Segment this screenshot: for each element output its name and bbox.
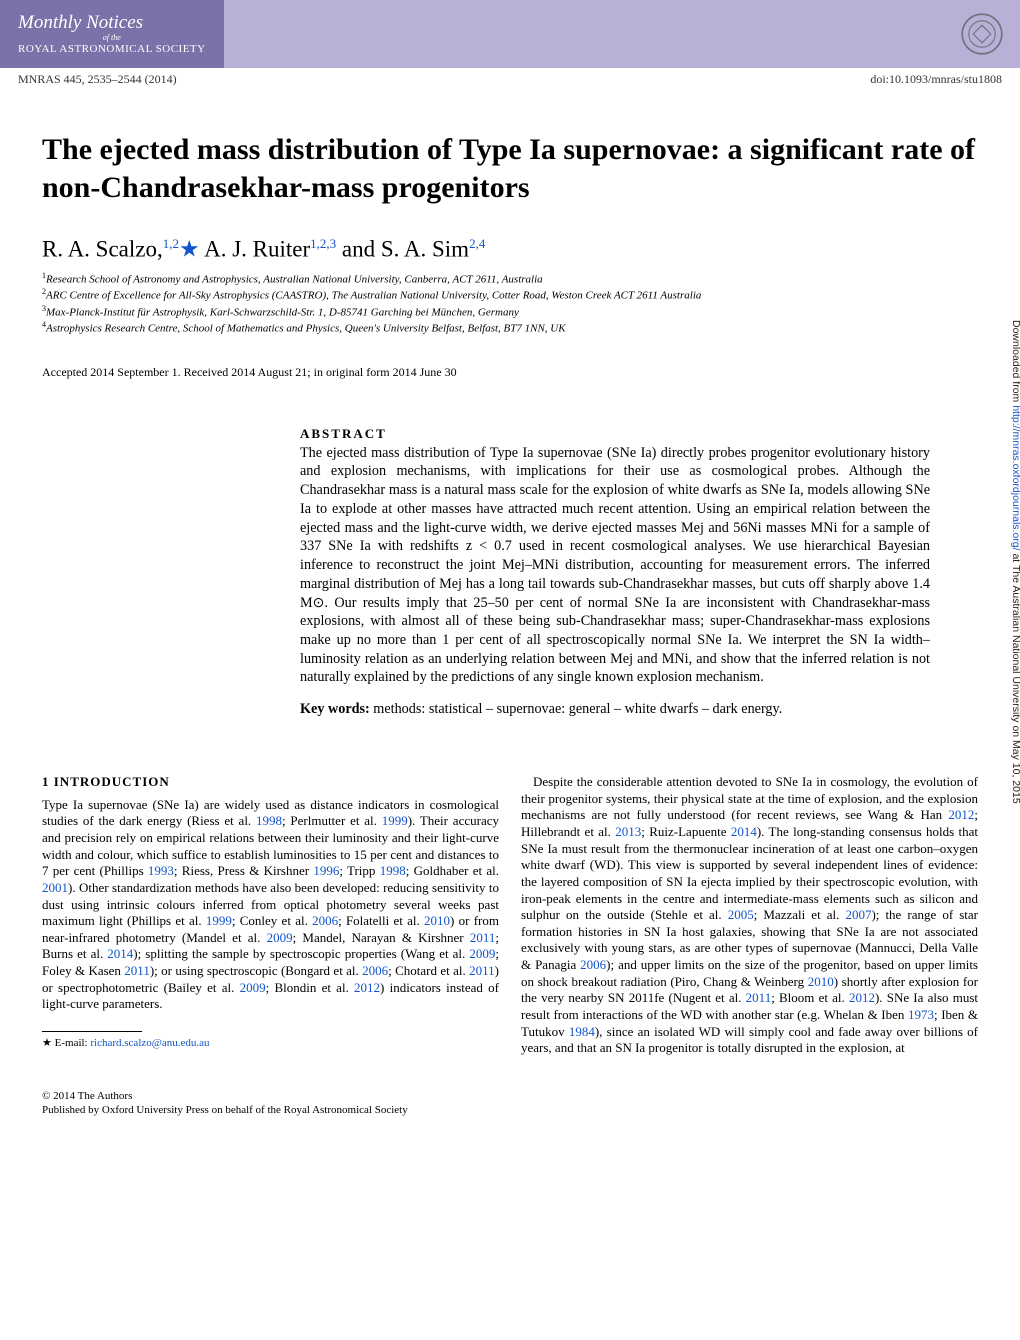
keywords-line: Key words: methods: statistical – supern… (300, 687, 930, 718)
sidebar-prefix: Downloaded from (1010, 320, 1020, 405)
affiliation-4: 4Astrophysics Research Centre, School of… (42, 320, 978, 337)
right-column: Despite the considerable attention devot… (521, 774, 978, 1057)
authors-line: R. A. Scalzo,1,2★ A. J. Ruiter1,2,3 and … (0, 212, 1020, 267)
paper-title: The ejected mass distribution of Type Ia… (0, 111, 1020, 212)
left-column: 1 INTRODUCTION Type Ia supernovae (SNe I… (42, 774, 499, 1057)
citation: MNRAS 445, 2535–2544 (2014) (18, 72, 177, 87)
doi: doi:10.1093/mnras/stu1808 (870, 72, 1002, 87)
footer-line-2: Published by Oxford University Press on … (42, 1103, 978, 1117)
pub-info-line: MNRAS 445, 2535–2544 (2014) doi:10.1093/… (0, 68, 1020, 111)
download-sidebar: Downloaded from http://mnras.oxfordjourn… (1010, 320, 1020, 804)
body-columns: 1 INTRODUCTION Type Ia supernovae (SNe I… (0, 728, 1020, 1067)
footnote-divider (42, 1031, 142, 1032)
intro-para-2: Despite the considerable attention devot… (521, 774, 978, 1057)
abstract-block: ABSTRACT The ejected mass distribution o… (0, 392, 1020, 729)
intro-para-1: Type Ia supernovae (SNe Ia) are widely u… (42, 797, 499, 1013)
journal-title-1: Monthly Notices (18, 13, 206, 34)
dates-line: Accepted 2014 September 1. Received 2014… (0, 347, 1020, 392)
abstract-heading: ABSTRACT (300, 426, 930, 444)
journal-banner: Monthly Notices of the ROYAL ASTRONOMICA… (0, 0, 1020, 68)
affiliation-4-text: Astrophysics Research Centre, School of … (46, 323, 566, 335)
footer-line-1: © 2014 The Authors (42, 1089, 978, 1103)
affiliation-1-text: Research School of Astronomy and Astroph… (46, 273, 543, 285)
affiliation-3-text: Max-Planck-Institut für Astrophysik, Kar… (46, 306, 519, 318)
page-footer: © 2014 The Authors Published by Oxford U… (0, 1067, 1020, 1132)
footnote-star-icon: ★ (42, 1037, 52, 1049)
sidebar-link[interactable]: http://mnras.oxfordjournals.org/ (1010, 405, 1020, 550)
journal-logo: Monthly Notices of the ROYAL ASTRONOMICA… (0, 0, 224, 68)
keywords-text: methods: statistical – supernovae: gener… (370, 701, 783, 717)
intro-heading: 1 INTRODUCTION (42, 774, 499, 797)
footnote-text: E-mail: (55, 1037, 91, 1049)
affiliation-1: 1Research School of Astronomy and Astrop… (42, 271, 978, 288)
journal-title-2: of the (18, 34, 206, 43)
ras-seal-icon (960, 12, 1004, 56)
affiliation-2: 2ARC Centre of Excellence for All-Sky As… (42, 287, 978, 304)
journal-title-3: ROYAL ASTRONOMICAL SOCIETY (18, 43, 206, 55)
affiliation-3: 3Max-Planck-Institut für Astrophysik, Ka… (42, 304, 978, 321)
footnote-email-link[interactable]: richard.scalzo@anu.edu.au (90, 1037, 209, 1049)
sidebar-suffix: at The Australian National University on… (1010, 551, 1020, 804)
affiliations-block: 1Research School of Astronomy and Astrop… (0, 267, 1020, 347)
keywords-label: Key words: (300, 701, 370, 717)
abstract-text: The ejected mass distribution of Type Ia… (300, 444, 930, 688)
footnote: ★ E-mail: richard.scalzo@anu.edu.au (42, 1036, 499, 1050)
affiliation-2-text: ARC Centre of Excellence for All-Sky Ast… (46, 290, 701, 302)
